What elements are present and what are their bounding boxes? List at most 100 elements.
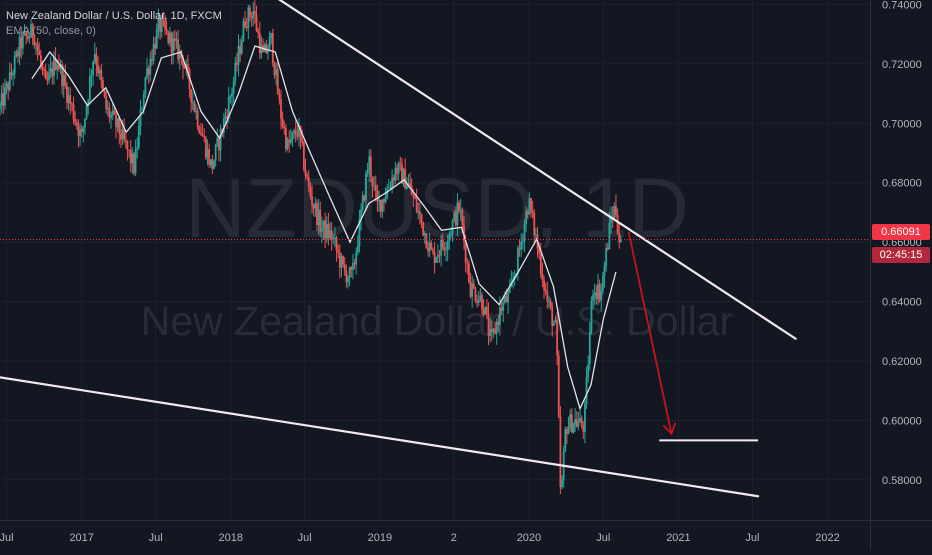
candle: [610, 206, 612, 234]
candle: [383, 198, 385, 212]
candle: [425, 232, 428, 249]
candle: [133, 152, 135, 176]
candle-body: [600, 290, 603, 301]
candle: [459, 198, 462, 222]
candle-body: [381, 199, 384, 212]
price-axis[interactable]: 0.74000 0.72000 0.70000 0.68000 0.66000 0.640…: [870, 0, 922, 550]
time-tick-label: 2017: [69, 532, 93, 544]
candle: [56, 59, 59, 80]
candle-body: [285, 128, 287, 149]
candle-body: [18, 37, 21, 57]
candle: [340, 253, 343, 277]
candle-body: [231, 93, 233, 97]
candle-body: [283, 126, 286, 129]
candle-body: [418, 211, 421, 215]
candle-body: [126, 141, 129, 150]
candle-body: [610, 217, 612, 223]
candle: [84, 118, 86, 135]
candle: [67, 86, 70, 111]
candle: [572, 422, 575, 434]
candle-body: [236, 62, 238, 65]
candle-body: [232, 81, 235, 94]
candle-body: [116, 118, 119, 128]
candle-body: [564, 429, 567, 452]
candle: [177, 29, 179, 64]
candle: [245, 17, 248, 32]
candle-body: [173, 38, 176, 41]
candle: [39, 49, 42, 71]
candle: [242, 17, 245, 43]
candle: [110, 111, 112, 129]
candle: [170, 31, 173, 65]
candle: [329, 221, 331, 241]
candle: [436, 244, 439, 264]
candle: [615, 194, 617, 218]
candle-body: [93, 54, 96, 62]
candle-body: [549, 301, 552, 307]
candle: [131, 147, 134, 174]
time-tick-label: Jul: [298, 532, 312, 544]
candle-body: [593, 292, 596, 295]
candle-body: [561, 480, 563, 488]
candle-body: [276, 69, 279, 94]
candle-body: [144, 77, 147, 95]
price-tick-label: 0.58000: [882, 475, 922, 487]
candle-body: [87, 100, 90, 106]
candle: [46, 71, 49, 86]
candle: [93, 42, 96, 65]
candle-body: [177, 39, 179, 60]
candle-body: [551, 306, 554, 326]
candle-body: [213, 160, 215, 169]
candles[interactable]: [0, 0, 622, 495]
candle-body: [111, 110, 114, 116]
candle-body: [454, 212, 457, 226]
candle-body: [495, 321, 498, 334]
candle-body: [469, 281, 472, 297]
candle: [343, 257, 346, 276]
candle-body: [539, 253, 542, 274]
time-tick-label: Jul: [0, 532, 14, 544]
candle-body: [62, 74, 65, 87]
candle: [141, 106, 144, 111]
candle: [582, 421, 585, 440]
candle-body: [490, 329, 493, 332]
candle: [575, 411, 578, 428]
drawings[interactable]: [0, 0, 797, 498]
candle-body: [288, 139, 291, 143]
candle-body: [322, 220, 325, 229]
time-tick-label: 2020: [517, 532, 541, 544]
candle: [355, 247, 358, 275]
candle-body: [534, 234, 537, 236]
candle: [420, 213, 423, 229]
time-axis[interactable]: Jul 2017 Jul 2018 Jul 2019 2 2020 Jul 2021 Jul 2022: [0, 520, 932, 545]
candle: [494, 321, 496, 335]
candle: [188, 67, 191, 98]
candle: [556, 312, 559, 366]
candle: [111, 103, 114, 121]
legend-symbol[interactable]: New Zealand Dollar / U.S. Dollar, 1D, FX…: [6, 10, 222, 22]
candle-body: [244, 21, 246, 27]
candle: [324, 212, 327, 248]
candle-body: [329, 230, 331, 238]
candle: [267, 44, 269, 60]
candle-body: [17, 51, 19, 57]
candle: [528, 192, 531, 215]
candle-body: [134, 149, 137, 174]
candle: [451, 218, 454, 242]
candle: [216, 128, 219, 147]
candle-body: [508, 286, 511, 293]
candle: [399, 156, 402, 171]
candle: [561, 475, 563, 490]
candle-body: [224, 115, 227, 119]
candle-body: [35, 44, 37, 46]
candle: [213, 159, 215, 170]
candle-body: [79, 129, 81, 137]
legend-ema[interactable]: EMA (50, close, 0): [6, 25, 96, 37]
candle-body: [487, 314, 490, 336]
candle: [454, 206, 457, 229]
candle: [214, 143, 217, 167]
candle-body: [414, 197, 416, 199]
candle-body: [190, 89, 193, 103]
